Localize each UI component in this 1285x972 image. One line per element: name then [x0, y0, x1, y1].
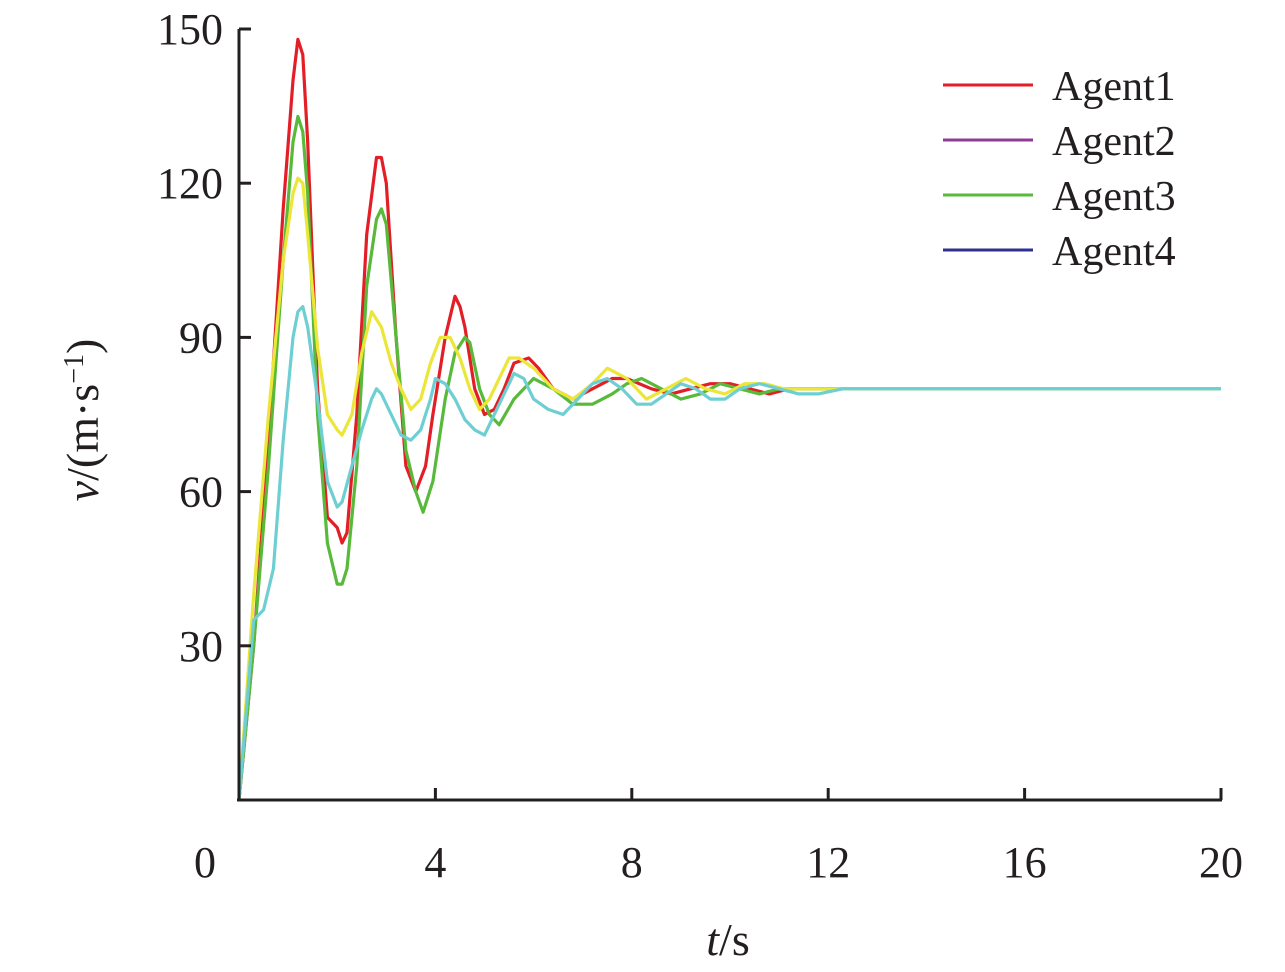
y-ticks: 30 60 90 120 150	[157, 5, 251, 671]
x-tick-label: 16	[1003, 838, 1047, 887]
x-tick-label: 4	[424, 838, 446, 887]
y-axis-title: v/(m·s−1)	[57, 339, 108, 502]
x-tick-label: 8	[621, 838, 643, 887]
y-tick-label: 60	[179, 468, 223, 517]
x-ticks: 0 4 8 12 16 20	[194, 788, 1243, 887]
legend-label: Agent1	[1052, 64, 1176, 110]
y-tick-label: 120	[157, 159, 223, 208]
y-tick-label: 30	[179, 622, 223, 671]
x-tick-label: 12	[806, 838, 850, 887]
x-tick-label: 20	[1199, 838, 1243, 887]
series-line-unlabeled	[237, 176, 1221, 801]
y-tick-label: 150	[157, 5, 223, 54]
legend-label: Agent4	[1052, 229, 1176, 275]
series-layer	[237, 37, 1221, 801]
series-line-unlabeled	[237, 305, 1221, 801]
x-tick-label: 0	[194, 838, 216, 887]
x-axis-title: t/s	[706, 914, 749, 965]
y-tick-label: 90	[179, 313, 223, 362]
legend-label: Agent3	[1052, 174, 1176, 220]
legend-label: Agent2	[1052, 119, 1176, 165]
legend: Agent1 Agent2 Agent3 Agent4	[943, 64, 1176, 275]
